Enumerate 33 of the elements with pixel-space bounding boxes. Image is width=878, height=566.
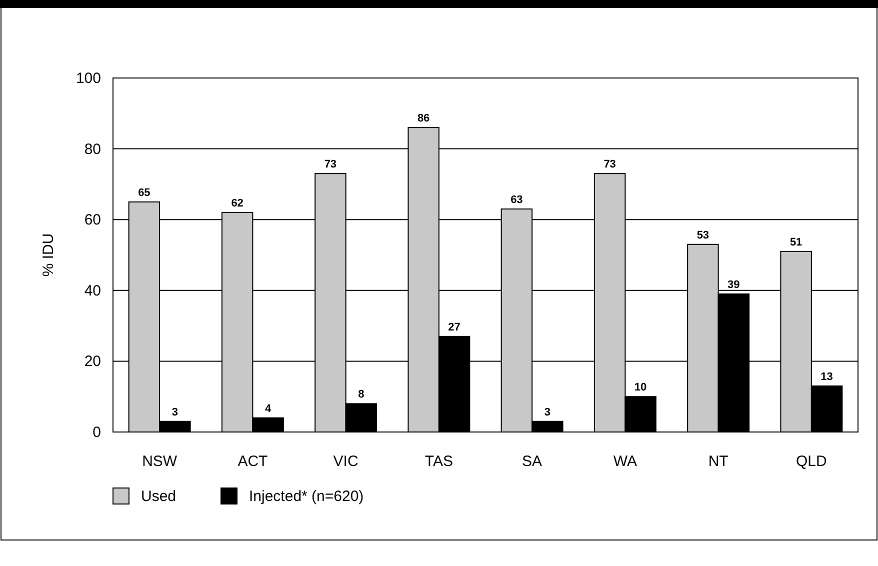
- x-tick-label: VIC: [333, 453, 358, 470]
- data-label: 13: [820, 370, 833, 383]
- x-tick-label: QLD: [796, 453, 828, 470]
- y-tick-label: 0: [92, 424, 101, 441]
- data-label: 8: [358, 388, 364, 401]
- legend-label: Injected* (n=620): [249, 488, 364, 505]
- legend-label: Used: [141, 488, 176, 505]
- data-label: 73: [324, 158, 337, 171]
- y-tick-label: 80: [84, 140, 101, 158]
- data-label: 4: [264, 402, 272, 415]
- data-label: 3: [172, 406, 178, 418]
- y-tick-label: 100: [76, 70, 101, 87]
- x-tick-label: ACT: [238, 453, 268, 470]
- data-label: 3: [544, 406, 550, 418]
- data-label: 10: [634, 382, 647, 394]
- data-label: 39: [728, 278, 740, 291]
- x-tick-label: NSW: [142, 453, 178, 470]
- data-label: 86: [417, 112, 430, 125]
- y-tick-label: 20: [84, 353, 101, 370]
- x-tick-label: WA: [613, 453, 637, 470]
- data-label: 27: [448, 321, 460, 334]
- y-axis-title: % IDU: [40, 233, 57, 277]
- y-tick-label: 40: [84, 282, 101, 300]
- x-tick-label: NT: [708, 453, 728, 470]
- data-label: 73: [604, 158, 616, 171]
- data-label: 62: [231, 198, 244, 210]
- data-label: 51: [790, 236, 802, 248]
- data-label: 65: [138, 186, 150, 199]
- data-label: 53: [696, 229, 710, 242]
- data-label: 63: [510, 194, 523, 206]
- x-tick-label: SA: [522, 453, 542, 470]
- y-tick-label: 60: [84, 212, 101, 229]
- x-tick-label: TAS: [424, 453, 453, 470]
